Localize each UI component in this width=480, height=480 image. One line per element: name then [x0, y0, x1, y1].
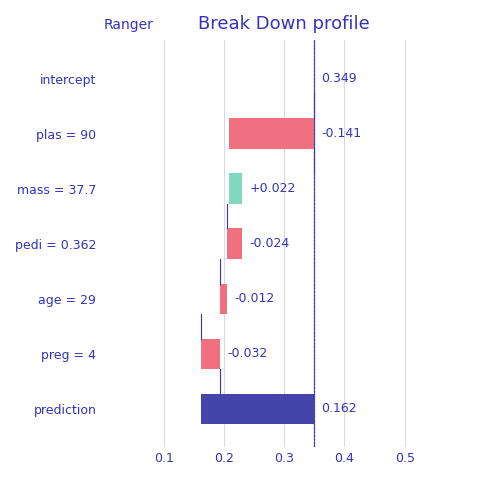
Text: -0.024: -0.024 — [249, 237, 289, 250]
Bar — [228, 228, 242, 259]
Text: -0.141: -0.141 — [321, 127, 361, 140]
Text: 0.162: 0.162 — [321, 402, 357, 415]
Text: Ranger: Ranger — [103, 18, 153, 32]
Bar — [228, 119, 314, 149]
Text: -0.012: -0.012 — [235, 292, 275, 305]
Text: 0.349: 0.349 — [321, 72, 357, 85]
Bar — [201, 394, 314, 424]
Text: -0.032: -0.032 — [228, 347, 268, 360]
Bar — [201, 338, 220, 369]
Bar — [228, 173, 242, 204]
Title: Break Down profile: Break Down profile — [198, 15, 370, 33]
Text: +0.022: +0.022 — [249, 182, 296, 195]
Bar — [220, 284, 228, 314]
